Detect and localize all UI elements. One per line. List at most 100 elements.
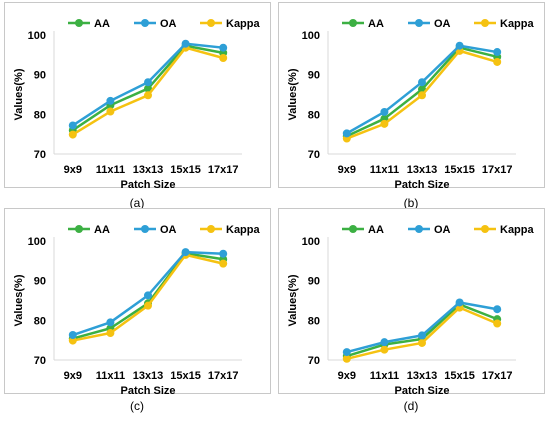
y-tick-label: 100 — [302, 236, 320, 248]
data-point-oa — [342, 348, 351, 357]
legend-marker-aa — [75, 225, 83, 233]
y-tick-label: 70 — [34, 355, 46, 367]
panel-border — [4, 208, 271, 394]
x-axis-title: Patch Size — [120, 385, 175, 397]
y-tick-label: 90 — [308, 276, 320, 288]
panel-border — [278, 208, 545, 394]
legend-marker-oa — [415, 225, 423, 233]
data-point-oa — [493, 48, 502, 57]
data-point-oa — [68, 121, 77, 130]
y-tick-label: 100 — [28, 30, 46, 42]
legend-marker-oa — [141, 19, 149, 27]
data-point-oa — [380, 338, 389, 347]
y-tick-label: 90 — [34, 276, 46, 288]
x-tick-label: 13x13 — [407, 370, 438, 382]
legend-marker-aa — [349, 19, 357, 27]
panel-caption: (b) — [404, 196, 419, 210]
legend-label-kappa: Kappa — [226, 224, 261, 236]
legend-label-aa: AA — [94, 18, 110, 30]
data-point-oa — [493, 305, 502, 314]
legend-label-oa: OA — [434, 18, 451, 30]
x-tick-label: 13x13 — [133, 164, 164, 176]
data-point-oa — [68, 331, 77, 340]
legend-label-kappa: Kappa — [500, 18, 535, 30]
y-tick-label: 80 — [34, 315, 46, 327]
x-tick-label: 13x13 — [133, 370, 164, 382]
y-axis-title: Values(%) — [13, 68, 25, 120]
data-point-kappa — [144, 91, 152, 100]
x-tick-label: 9x9 — [338, 370, 356, 382]
x-tick-label: 9x9 — [64, 164, 82, 176]
y-tick-label: 90 — [308, 70, 320, 82]
data-point-kappa — [418, 338, 426, 347]
x-tick-label: 17x17 — [482, 370, 513, 382]
y-tick-label: 90 — [34, 70, 46, 82]
panel-border — [278, 2, 545, 188]
data-point-oa — [455, 41, 464, 50]
x-tick-label: 15x15 — [444, 370, 475, 382]
panel-caption: (a) — [130, 196, 145, 210]
legend-label-aa: AA — [368, 224, 384, 236]
legend-marker-oa — [415, 19, 423, 27]
legend-marker-kappa — [481, 225, 489, 233]
data-point-kappa — [493, 319, 502, 328]
y-tick-label: 80 — [34, 109, 46, 121]
y-tick-label: 70 — [308, 149, 320, 161]
data-point-kappa — [380, 345, 389, 354]
data-point-kappa — [68, 130, 77, 139]
x-tick-label: 17x17 — [208, 164, 239, 176]
legend-label-oa: OA — [434, 224, 451, 236]
legend-marker-aa — [349, 225, 357, 233]
legend-label-kappa: Kappa — [500, 224, 535, 236]
data-point-kappa — [68, 336, 77, 345]
x-tick-label: 9x9 — [338, 164, 356, 176]
chart-panel-3: 70 80 90 100 9x9 11x11 13x13 15x15 17x17 Patch Si… — [4, 208, 271, 397]
data-point-oa — [418, 78, 426, 87]
data-point-kappa — [144, 301, 152, 310]
data-point-oa — [219, 43, 228, 52]
x-tick-label: 11x11 — [370, 164, 399, 176]
y-axis-title: Values(%) — [13, 274, 25, 326]
legend-marker-kappa — [481, 19, 489, 27]
chart-panel-1: 70 80 90 100 9x9 11x11 13x13 15x15 17x17 Patch Si… — [4, 2, 271, 191]
data-point-kappa — [493, 57, 502, 66]
legend-label-aa: AA — [368, 18, 384, 30]
x-tick-label: 9x9 — [64, 370, 82, 382]
x-tick-label: 11x11 — [370, 370, 399, 382]
y-tick-label: 100 — [28, 236, 46, 248]
data-point-kappa — [106, 107, 115, 116]
x-tick-label: 17x17 — [208, 370, 239, 382]
legend-label-kappa: Kappa — [226, 18, 261, 30]
y-axis-title: Values(%) — [287, 274, 299, 326]
legend-label-oa: OA — [160, 18, 177, 30]
x-tick-label: 17x17 — [482, 164, 513, 176]
x-tick-label: 15x15 — [444, 164, 475, 176]
x-tick-label: 15x15 — [170, 164, 201, 176]
x-axis-title: Patch Size — [394, 179, 449, 191]
data-point-oa — [342, 129, 351, 138]
legend-label-oa: OA — [160, 224, 177, 236]
x-axis-title: Patch Size — [120, 179, 175, 191]
data-point-oa — [144, 291, 152, 300]
data-point-oa — [106, 318, 115, 327]
data-point-oa — [219, 249, 228, 258]
panel-caption: (c) — [130, 399, 144, 413]
data-point-oa — [144, 78, 152, 87]
x-axis-title: Patch Size — [394, 385, 449, 397]
data-point-oa — [181, 39, 190, 48]
legend-marker-kappa — [207, 19, 215, 27]
data-point-oa — [106, 96, 115, 105]
legend-marker-aa — [75, 19, 83, 27]
chart-panel-2: 70 80 90 100 9x9 11x11 13x13 15x15 17x17 Patch Si… — [278, 2, 545, 191]
data-point-kappa — [418, 91, 426, 100]
data-point-oa — [418, 331, 426, 340]
legend-label-aa: AA — [94, 224, 110, 236]
x-tick-label: 15x15 — [170, 370, 201, 382]
data-point-kappa — [219, 259, 228, 268]
y-tick-label: 80 — [308, 109, 320, 121]
data-point-kappa — [380, 119, 389, 128]
y-tick-label: 80 — [308, 315, 320, 327]
data-point-kappa — [219, 54, 228, 63]
x-tick-label: 11x11 — [96, 164, 125, 176]
